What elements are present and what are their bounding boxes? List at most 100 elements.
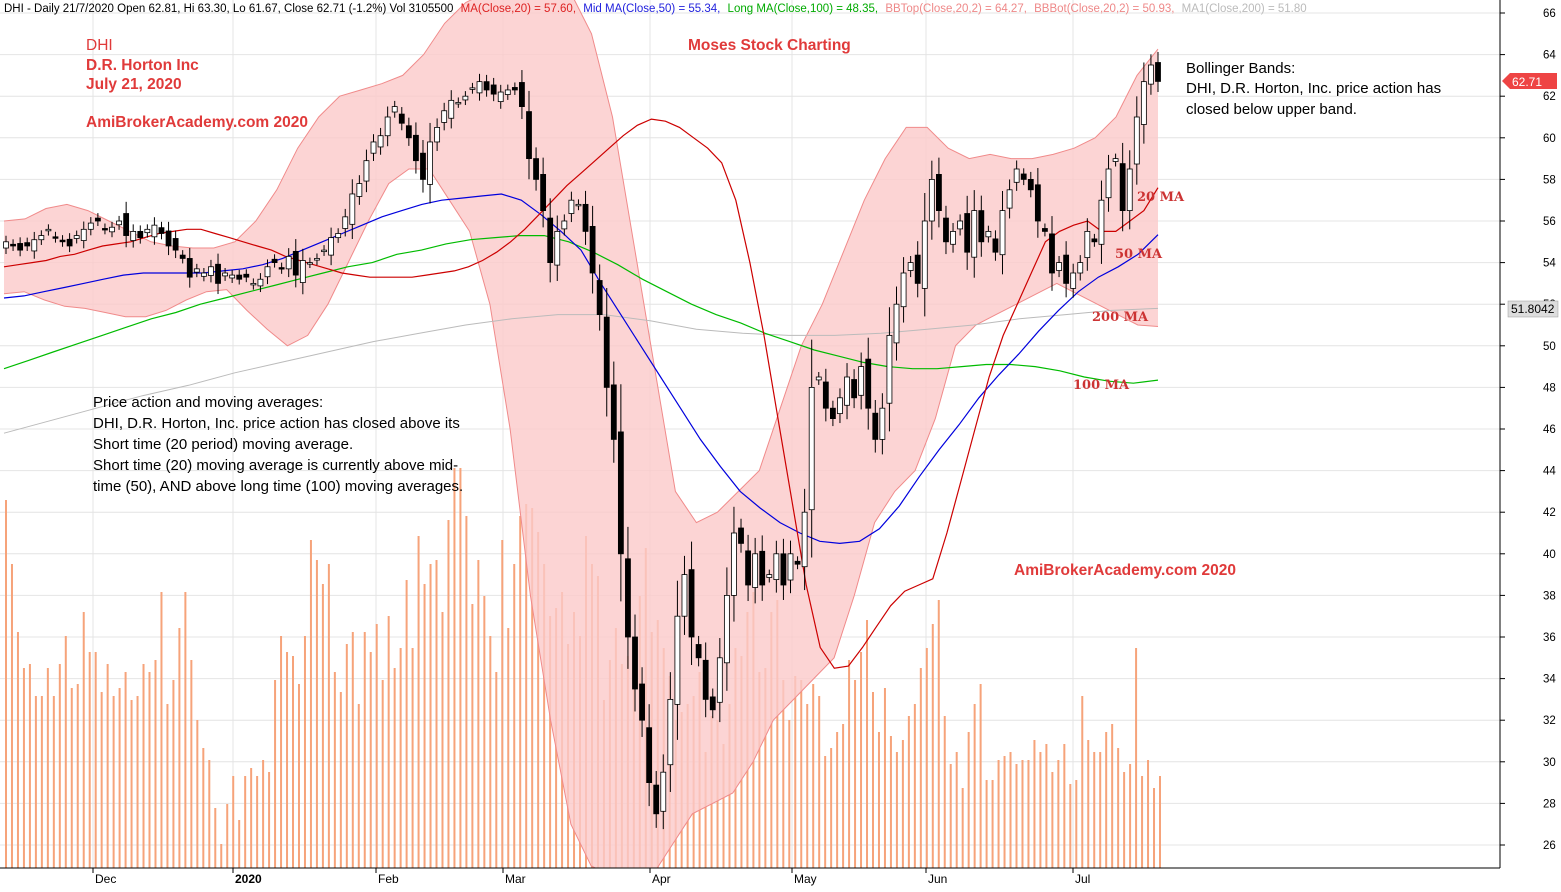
volume-bar	[64, 636, 67, 868]
candle-body-up	[469, 87, 476, 90]
price-tick-label: 30	[1543, 757, 1556, 769]
pa-note-line5: time (50), AND above long time (100) mov…	[93, 478, 463, 495]
volume-bar	[866, 620, 869, 868]
candle-body-up	[1077, 262, 1084, 274]
candle	[907, 256, 914, 278]
price-tick-label: 58	[1543, 174, 1556, 186]
candle	[702, 642, 709, 718]
candle-body-up	[257, 278, 264, 287]
header-bbbot: BBBot(Close,20,2) = 50.93,	[1034, 3, 1174, 15]
candle-body-down	[413, 134, 419, 162]
candle-body-down	[186, 258, 193, 278]
candle	[1013, 160, 1020, 191]
candle-body-up	[250, 282, 257, 286]
volume-bar	[1015, 764, 1018, 868]
candle-body-up	[1126, 168, 1133, 211]
header-text: DHI - Daily 21/7/2020 Open 62.81, Hi 63.…	[4, 3, 1307, 15]
volume-bar	[321, 584, 324, 868]
candle-body-down	[978, 210, 985, 243]
volume-bar	[1099, 752, 1102, 868]
volume-bar	[1147, 760, 1150, 868]
candle-body-up	[130, 230, 137, 241]
candle-body-down	[420, 152, 426, 180]
price-tick-label: 56	[1543, 216, 1556, 228]
volume-bar	[280, 636, 283, 868]
volume-bar	[877, 732, 880, 868]
candle-body-down	[829, 407, 836, 420]
volume-bar	[363, 632, 366, 868]
volume-bar	[883, 688, 886, 868]
candle-body-up	[1098, 199, 1105, 245]
candle	[144, 224, 151, 238]
volume-bar	[118, 688, 121, 868]
volume-bar	[172, 680, 175, 868]
volume-bar	[387, 616, 390, 868]
candle-body-down	[511, 87, 518, 91]
volume-bar	[949, 764, 952, 868]
candle-body-down	[243, 273, 250, 278]
candle-body-up	[858, 366, 865, 396]
volume-bar	[375, 624, 378, 868]
candle	[519, 70, 525, 120]
brand-label: Moses Stock Charting	[688, 37, 851, 54]
candle	[151, 217, 158, 245]
volume-bar	[190, 660, 193, 868]
candle-body-up	[950, 230, 956, 245]
candle	[660, 754, 667, 830]
candle-body-up	[1056, 262, 1062, 271]
candle-body-up	[45, 228, 52, 232]
volume-bar	[818, 696, 821, 868]
volume-bar	[860, 652, 863, 868]
candle-body-down	[271, 258, 278, 264]
candle	[723, 567, 730, 691]
candle-body-up	[3, 241, 9, 249]
volume-bar	[238, 820, 241, 868]
candle	[278, 262, 285, 274]
candle-body-down	[702, 659, 709, 700]
candle-body-up	[1140, 81, 1147, 125]
volume-bar	[333, 672, 336, 868]
candle-body-up	[815, 376, 822, 381]
candle	[490, 77, 497, 102]
volume-bar	[160, 592, 163, 868]
candle-body-up	[575, 203, 582, 207]
candle	[271, 254, 278, 268]
candle	[208, 259, 214, 283]
volume-bar	[471, 604, 474, 868]
volume-bar	[220, 844, 223, 868]
candle	[363, 149, 370, 193]
candle-body-up	[370, 141, 377, 154]
volume-bar	[459, 468, 462, 868]
candle-body-down	[172, 238, 179, 251]
candle	[285, 248, 292, 278]
candle-body-up	[971, 210, 978, 258]
volume-bar	[381, 680, 384, 868]
volume-bar	[106, 664, 109, 868]
candle-body-up	[87, 222, 94, 230]
header-ma100: Long MA(Close,100) = 48.35,	[728, 3, 879, 15]
volume-bar	[955, 752, 958, 868]
candle	[370, 134, 377, 161]
price-tick-label: 64	[1543, 50, 1556, 62]
date-tick-label-apr: Apr	[652, 872, 671, 886]
header-ma200: MA1(Close,200) = 51.80	[1182, 3, 1307, 15]
volume-bar	[94, 652, 97, 868]
candle-body-down	[914, 254, 921, 284]
candle	[1148, 54, 1154, 95]
volume-bar	[1027, 760, 1030, 868]
company-label: D.R. Horton Inc	[86, 57, 199, 74]
volume-bar	[973, 704, 976, 868]
candle-body-down	[639, 683, 645, 721]
volume-bar	[1117, 748, 1120, 868]
candle	[123, 201, 130, 248]
candle	[667, 672, 674, 792]
candle-body-up	[328, 237, 335, 256]
candle	[1042, 223, 1048, 237]
candle	[130, 224, 137, 248]
volume-bar	[1021, 760, 1024, 868]
candle-body-up	[731, 532, 737, 596]
volume-bar	[776, 600, 779, 868]
candle-body-down	[1155, 62, 1161, 82]
volume-bar	[1129, 764, 1132, 868]
candle-body-up	[144, 228, 151, 234]
